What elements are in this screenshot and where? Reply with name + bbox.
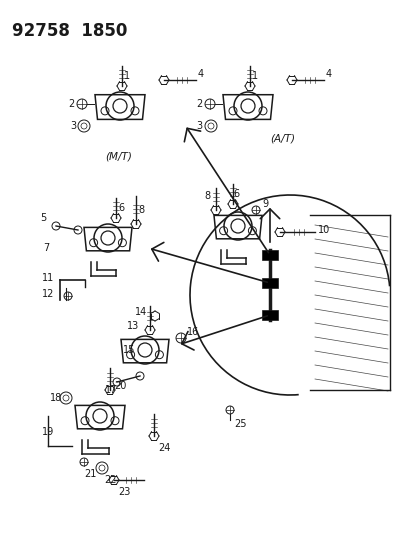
Text: 18: 18	[50, 393, 62, 403]
Text: 3: 3	[195, 121, 202, 131]
Text: 9: 9	[261, 199, 268, 209]
Text: 2: 2	[195, 99, 202, 109]
Text: 8: 8	[204, 191, 210, 201]
Text: 6: 6	[233, 189, 239, 199]
Text: 17: 17	[105, 385, 117, 395]
Text: 8: 8	[138, 205, 144, 215]
Text: 23: 23	[118, 487, 130, 497]
Text: 92758  1850: 92758 1850	[12, 22, 127, 40]
FancyBboxPatch shape	[261, 250, 277, 260]
Text: 14: 14	[135, 307, 147, 317]
Text: 12: 12	[42, 289, 54, 299]
Text: 10: 10	[317, 225, 330, 235]
Text: (A/T): (A/T)	[269, 133, 294, 143]
Text: (M/T): (M/T)	[105, 151, 132, 161]
Text: 25: 25	[233, 419, 246, 429]
Text: 11: 11	[42, 273, 54, 283]
FancyBboxPatch shape	[261, 310, 277, 320]
Text: 21: 21	[84, 469, 96, 479]
Text: 3: 3	[70, 121, 76, 131]
FancyBboxPatch shape	[261, 278, 277, 288]
Text: 15: 15	[123, 345, 135, 355]
Text: 16: 16	[187, 327, 199, 337]
Text: 6: 6	[118, 203, 124, 213]
Text: 24: 24	[158, 443, 170, 453]
Text: 13: 13	[127, 321, 139, 331]
Text: 2: 2	[68, 99, 74, 109]
Text: 1: 1	[252, 71, 257, 81]
Text: 22: 22	[104, 475, 116, 485]
Text: 20: 20	[114, 381, 126, 391]
Text: 4: 4	[197, 69, 204, 79]
Text: 19: 19	[42, 427, 54, 437]
Text: 7: 7	[43, 243, 49, 253]
Text: 1: 1	[124, 71, 130, 81]
Text: 4: 4	[325, 69, 331, 79]
Text: 5: 5	[40, 213, 46, 223]
